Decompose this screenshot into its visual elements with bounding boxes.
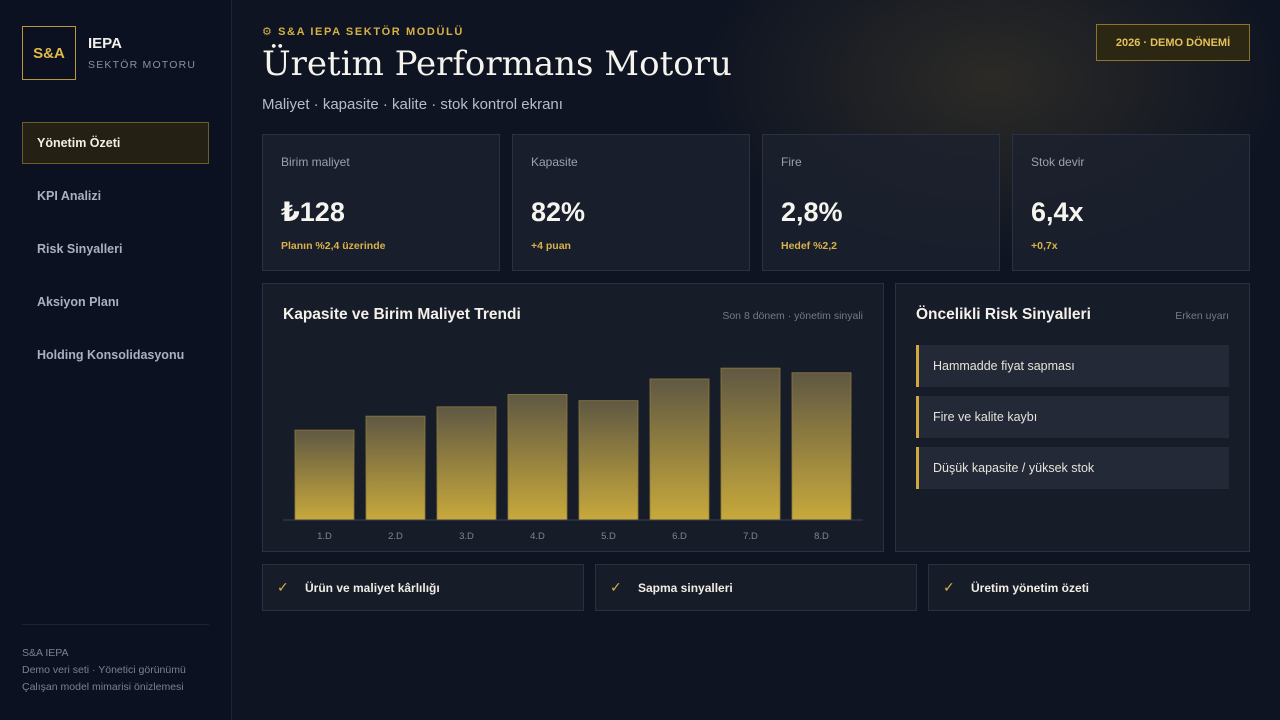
nav-item-kpi-analizi[interactable]: KPI Analizi (37, 189, 102, 203)
check-card-urun-maliyet[interactable]: ✓ Ürün ve maliyet kârlılığı (262, 564, 584, 611)
brand-logo: S&A (22, 26, 76, 80)
kpi-card-fire: Fire 2,8% Hedef %2,2 (762, 134, 1000, 271)
brand-subtitle: SEKTÖR MOTORU (88, 59, 197, 71)
nav-item-risk-sinyalleri[interactable]: Risk Sinyalleri (37, 242, 123, 256)
chart-bar (436, 406, 497, 521)
x-tick-label: 8.D (814, 531, 829, 542)
risk-panel: Öncelikli Risk Sinyalleri Erken uyarı Ha… (895, 283, 1250, 552)
kpi-card-stok-devir: Stok devir 6,4x +0,7x (1012, 134, 1250, 271)
check-icon: ✓ (943, 579, 955, 595)
nav-item-holding-konsolidasyonu[interactable]: Holding Konsolidasyonu (37, 348, 185, 362)
check-icon: ✓ (610, 579, 622, 595)
page-title: Üretim Performans Motoru (262, 44, 732, 84)
check-card-uretim-ozeti[interactable]: ✓ Üretim yönetim özeti (928, 564, 1250, 611)
kpi-delta: Hedef %2,2 (781, 240, 838, 252)
chart-bar (294, 429, 355, 521)
check-label: Ürün ve maliyet kârlılığı (305, 580, 440, 595)
risk-signal-item[interactable]: Fire ve kalite kaybı (916, 396, 1229, 438)
module-eyebrow: ⚙ S&A IEPA SEKTÖR MODÜLÜ (262, 26, 464, 38)
chart-bar (578, 400, 639, 521)
check-icon: ✓ (277, 579, 289, 595)
x-tick-label: 1.D (317, 531, 332, 542)
kpi-label: Birim maliyet (281, 155, 350, 169)
kpi-card-birim-maliyet: Birim maliyet ₺128 Planın %2,4 üzerinde (262, 134, 500, 271)
trend-chart: 1.D 2.D 3.D 4.D 5.D 6.D 7.D 8.D (283, 367, 863, 542)
x-tick-label: 7.D (743, 531, 758, 542)
nav-item-aksiyon-plani[interactable]: Aksiyon Planı (37, 295, 119, 309)
kpi-label: Fire (781, 155, 802, 169)
chart-bar (507, 394, 568, 521)
brand-name: IEPA (88, 35, 122, 52)
page-subtitle: Maliyet · kapasite · kalite · stok kontr… (262, 96, 563, 113)
kpi-delta: +0,7x (1031, 240, 1058, 252)
sidebar-nav: Yönetim Özeti KPI Analizi Risk Sinyaller… (22, 122, 209, 387)
check-label: Üretim yönetim özeti (971, 580, 1090, 595)
check-label: Sapma sinyalleri (638, 580, 733, 595)
footer-line: Demo veri seti · Yönetici görünümü (22, 664, 186, 676)
kpi-card-kapasite: Kapasite 82% +4 puan (512, 134, 750, 271)
trend-panel-note: Son 8 dönem · yönetim sinyali (722, 310, 863, 322)
kpi-value: ₺128 (281, 197, 345, 227)
risk-signal-item[interactable]: Düşük kapasite / yüksek stok (916, 447, 1229, 489)
footer-line: S&A IEPA (22, 647, 69, 659)
period-badge[interactable]: 2026 · DEMO DÖNEMİ (1096, 24, 1250, 61)
x-tick-label: 6.D (672, 531, 687, 542)
x-tick-label: 3.D (459, 531, 474, 542)
kpi-value: 2,8% (781, 197, 843, 227)
x-tick-label: 5.D (601, 531, 616, 542)
x-tick-label: 2.D (388, 531, 403, 542)
kpi-value: 6,4x (1031, 197, 1084, 227)
risk-signal-item[interactable]: Hammadde fiyat sapması (916, 345, 1229, 387)
trend-panel: Kapasite ve Birim Maliyet Trendi Son 8 d… (262, 283, 884, 552)
kpi-value: 82% (531, 197, 586, 227)
brand: S&A IEPA SEKTÖR MOTORU (22, 26, 196, 80)
kpi-delta: +4 puan (531, 240, 571, 252)
chart-bar (365, 415, 426, 521)
chart-bar (791, 372, 852, 521)
sidebar-footer: S&A IEPA Demo veri seti · Yönetici görün… (22, 624, 209, 696)
nav-item-yonetim-ozeti[interactable]: Yönetim Özeti (22, 122, 209, 164)
main-content: ⚙ S&A IEPA SEKTÖR MODÜLÜ Üretim Performa… (232, 0, 1280, 720)
chart-bar (720, 367, 781, 521)
check-card-sapma[interactable]: ✓ Sapma sinyalleri (595, 564, 917, 611)
x-tick-label: 4.D (530, 531, 545, 542)
kpi-label: Kapasite (531, 155, 578, 169)
risk-panel-title: Öncelikli Risk Sinyalleri (916, 306, 1091, 323)
kpi-delta: Planın %2,4 üzerinde (281, 240, 386, 252)
chart-bar (649, 378, 710, 521)
trend-panel-title: Kapasite ve Birim Maliyet Trendi (283, 306, 521, 323)
risk-panel-note: Erken uyarı (1175, 310, 1229, 322)
footer-line: Çalışan model mimarisi önizlemesi (22, 681, 184, 693)
kpi-label: Stok devir (1031, 155, 1085, 169)
sidebar: S&A IEPA SEKTÖR MOTORU Yönetim Özeti KPI… (0, 0, 232, 720)
